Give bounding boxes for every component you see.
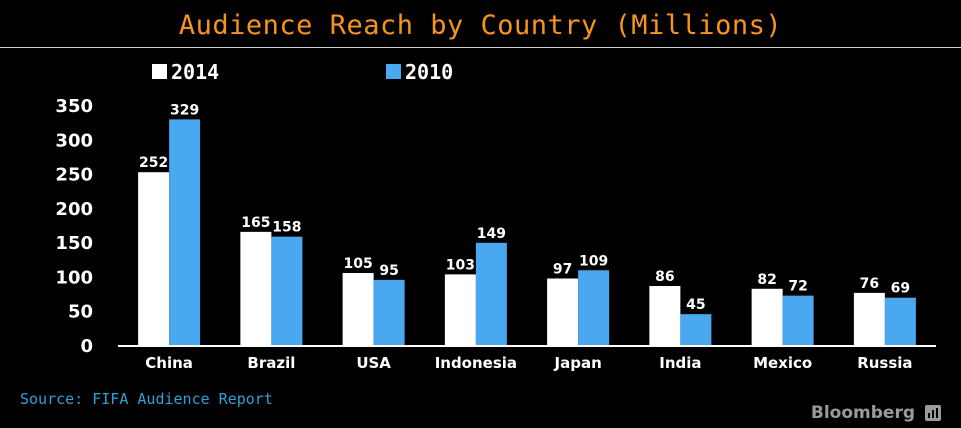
legend-label-2014: 2014 (171, 60, 219, 84)
data-label: 45 (686, 297, 705, 313)
data-label: 97 (553, 261, 572, 277)
x-tick-label: Russia (857, 354, 912, 372)
data-label: 95 (379, 263, 398, 279)
x-tick-label: Indonesia (435, 354, 517, 372)
x-tick-label: Japan (554, 354, 602, 372)
bloomberg-chart-icon (925, 405, 941, 421)
data-label: 149 (477, 226, 506, 242)
data-label: 82 (757, 272, 776, 288)
x-tick-label: USA (356, 354, 391, 372)
y-tick-label: 50 (68, 302, 93, 323)
bar-2014-china (138, 172, 170, 345)
y-tick-label: 300 (55, 130, 93, 151)
bar-2010-usa (373, 279, 405, 345)
brand-logo: Bloomberg (810, 403, 915, 423)
data-label: 105 (344, 256, 373, 272)
bar-chart: 2014 2010 0 50 100 150 200 250 300 350 252 329 China… (55, 60, 936, 372)
bar-2014-india (649, 286, 681, 345)
bar-2010-india (680, 314, 712, 345)
y-tick-label: 150 (55, 233, 93, 254)
data-label: 72 (788, 279, 807, 295)
y-tick-label: 100 (55, 267, 93, 288)
legend-swatch-2014 (152, 64, 167, 79)
bar-2014-brazil (240, 231, 272, 345)
data-label: 76 (860, 276, 879, 292)
data-label: 69 (891, 281, 910, 297)
data-label: 252 (139, 155, 168, 171)
y-tick-label: 200 (55, 199, 93, 220)
bar-2010-brazil (271, 236, 303, 345)
data-label: 329 (170, 102, 199, 118)
x-tick-label: Mexico (753, 354, 812, 372)
bar-2014-usa (342, 273, 374, 345)
bar-2014-indonesia (444, 274, 476, 345)
legend-swatch-2010 (386, 64, 401, 79)
bar-2014-russia (853, 292, 885, 345)
bar-2010-russia (884, 297, 916, 345)
x-tick-label: India (659, 354, 701, 372)
bar-2010-china (169, 119, 201, 346)
bar-2014-japan (547, 278, 579, 345)
title-divider (0, 47, 961, 48)
bar-2014-mexico (751, 288, 783, 345)
source-note: Source: FIFA Audience Report (20, 390, 273, 408)
data-label: 158 (272, 220, 301, 236)
data-label: 109 (579, 253, 608, 269)
chart-title: Audience Reach by Country (Millions) (178, 10, 783, 41)
bar-2010-japan (578, 270, 610, 345)
bar-2010-indonesia (475, 242, 507, 345)
x-tick-label: Brazil (247, 354, 295, 372)
x-tick-label: China (145, 354, 193, 372)
y-tick-label: 350 (55, 96, 93, 117)
legend-label-2010: 2010 (405, 60, 453, 84)
data-label: 86 (655, 269, 674, 285)
y-tick-label: 0 (80, 336, 93, 357)
y-tick-label: 250 (55, 165, 93, 186)
bar-2010-mexico (782, 295, 814, 345)
data-label: 165 (241, 215, 270, 231)
data-label: 103 (446, 257, 475, 273)
